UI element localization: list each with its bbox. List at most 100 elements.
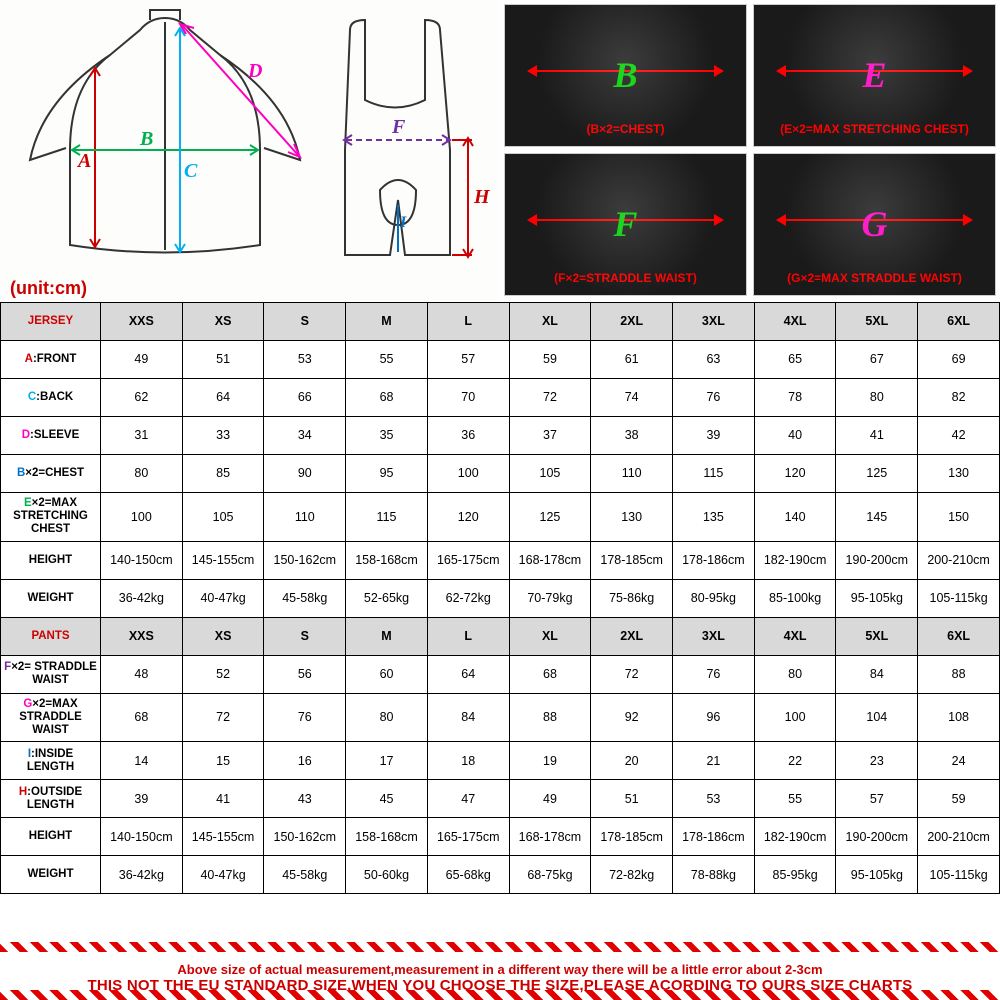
photo-jersey-E: E (E×2=MAX STRETCHING CHEST): [753, 4, 996, 147]
cell: 130: [918, 455, 1000, 493]
cell: 82: [918, 379, 1000, 417]
label-A: A: [78, 150, 91, 173]
row-label: H:OUTSIDE LENGTH: [1, 780, 101, 818]
cell: 158-168cm: [346, 541, 428, 579]
cell: 75-86kg: [591, 579, 673, 617]
cell: 168-178cm: [509, 541, 591, 579]
table-row: H:OUTSIDE LENGTH3941434547495153555759: [1, 780, 1000, 818]
size-header: M: [346, 303, 428, 341]
label-C: C: [184, 160, 197, 183]
photo-letter: G: [754, 203, 995, 245]
cell: 125: [836, 455, 918, 493]
cell: 16: [264, 742, 346, 780]
table-row: HEIGHT140-150cm145-155cm150-162cm158-168…: [1, 541, 1000, 579]
cell: 65-68kg: [427, 856, 509, 894]
unit-label: (unit:cm): [10, 278, 87, 299]
cell: 70-79kg: [509, 579, 591, 617]
size-header: XL: [509, 303, 591, 341]
cell: 63: [673, 341, 755, 379]
cell: 56: [264, 655, 346, 693]
size-header: 4XL: [754, 303, 836, 341]
row-label: WEIGHT: [1, 856, 101, 894]
cell: 57: [427, 341, 509, 379]
cell: 72: [591, 655, 673, 693]
cell: 68: [101, 693, 183, 742]
cell: 105: [509, 455, 591, 493]
cell: 90: [264, 455, 346, 493]
cell: 57: [836, 780, 918, 818]
arrow-icon: [529, 219, 722, 221]
cell: 50-60kg: [346, 856, 428, 894]
table-row: F×2= STRADDLE WAIST485256606468727680848…: [1, 655, 1000, 693]
arrow-icon: [529, 70, 722, 72]
cell: 130: [591, 493, 673, 542]
label-D: D: [248, 60, 262, 83]
cell: 70: [427, 379, 509, 417]
cell: 68-75kg: [509, 856, 591, 894]
row-label: G×2=MAX STRADDLE WAIST: [1, 693, 101, 742]
photo-caption: (E×2=MAX STRETCHING CHEST): [754, 122, 995, 136]
cell: 20: [591, 742, 673, 780]
cell: 96: [673, 693, 755, 742]
cell: 69: [918, 341, 1000, 379]
cell: 36-42kg: [101, 856, 183, 894]
photo-caption: (B×2=CHEST): [505, 122, 746, 136]
header-label: JERSEY: [1, 303, 101, 341]
cell: 178-185cm: [591, 541, 673, 579]
stripe-decor: [0, 942, 1000, 952]
table-row: E×2=MAX STRETCHING CHEST1001051101151201…: [1, 493, 1000, 542]
cell: 55: [754, 780, 836, 818]
cell: 34: [264, 417, 346, 455]
stripe-decor: [0, 990, 1000, 1000]
cell: 52: [182, 655, 264, 693]
table-row: WEIGHT36-42kg40-47kg45-58kg50-60kg65-68k…: [1, 856, 1000, 894]
cell: 140-150cm: [101, 541, 183, 579]
cell: 200-210cm: [918, 541, 1000, 579]
row-label: I:INSIDE LENGTH: [1, 742, 101, 780]
cell: 40-47kg: [182, 856, 264, 894]
cell: 59: [509, 341, 591, 379]
cell: 104: [836, 693, 918, 742]
label-H: H: [474, 186, 490, 209]
cell: 95: [346, 455, 428, 493]
row-label: D:SLEEVE: [1, 417, 101, 455]
size-header: S: [264, 617, 346, 655]
cell: 150-162cm: [264, 818, 346, 856]
cell: 45: [346, 780, 428, 818]
cell: 190-200cm: [836, 541, 918, 579]
size-header: 5XL: [836, 303, 918, 341]
cell: 145-155cm: [182, 818, 264, 856]
cell: 15: [182, 742, 264, 780]
cell: 43: [264, 780, 346, 818]
cell: 47: [427, 780, 509, 818]
cell: 168-178cm: [509, 818, 591, 856]
cell: 52-65kg: [346, 579, 428, 617]
cell: 61: [591, 341, 673, 379]
cell: 42: [918, 417, 1000, 455]
cell: 31: [101, 417, 183, 455]
cell: 18: [427, 742, 509, 780]
cell: 95-105kg: [836, 579, 918, 617]
cell: 80-95kg: [673, 579, 755, 617]
size-header: XXS: [101, 617, 183, 655]
cell: 76: [673, 379, 755, 417]
warning-line1: Above size of actual measurement,measure…: [8, 962, 992, 977]
cell: 53: [673, 780, 755, 818]
cell: 59: [918, 780, 1000, 818]
cell: 14: [101, 742, 183, 780]
diagram-svg: [0, 0, 500, 300]
cell: 65: [754, 341, 836, 379]
cell: 182-190cm: [754, 541, 836, 579]
cell: 67: [836, 341, 918, 379]
cell: 115: [673, 455, 755, 493]
label-F: F: [392, 116, 405, 139]
photo-caption: (F×2=STRADDLE WAIST): [505, 271, 746, 285]
cell: 165-175cm: [427, 818, 509, 856]
cell: 22: [754, 742, 836, 780]
cell: 125: [509, 493, 591, 542]
cell: 64: [427, 655, 509, 693]
cell: 55: [346, 341, 428, 379]
cell: 182-190cm: [754, 818, 836, 856]
cell: 80: [836, 379, 918, 417]
photo-jersey-B: JERSEY: B (B×2=CHEST): [504, 4, 747, 147]
